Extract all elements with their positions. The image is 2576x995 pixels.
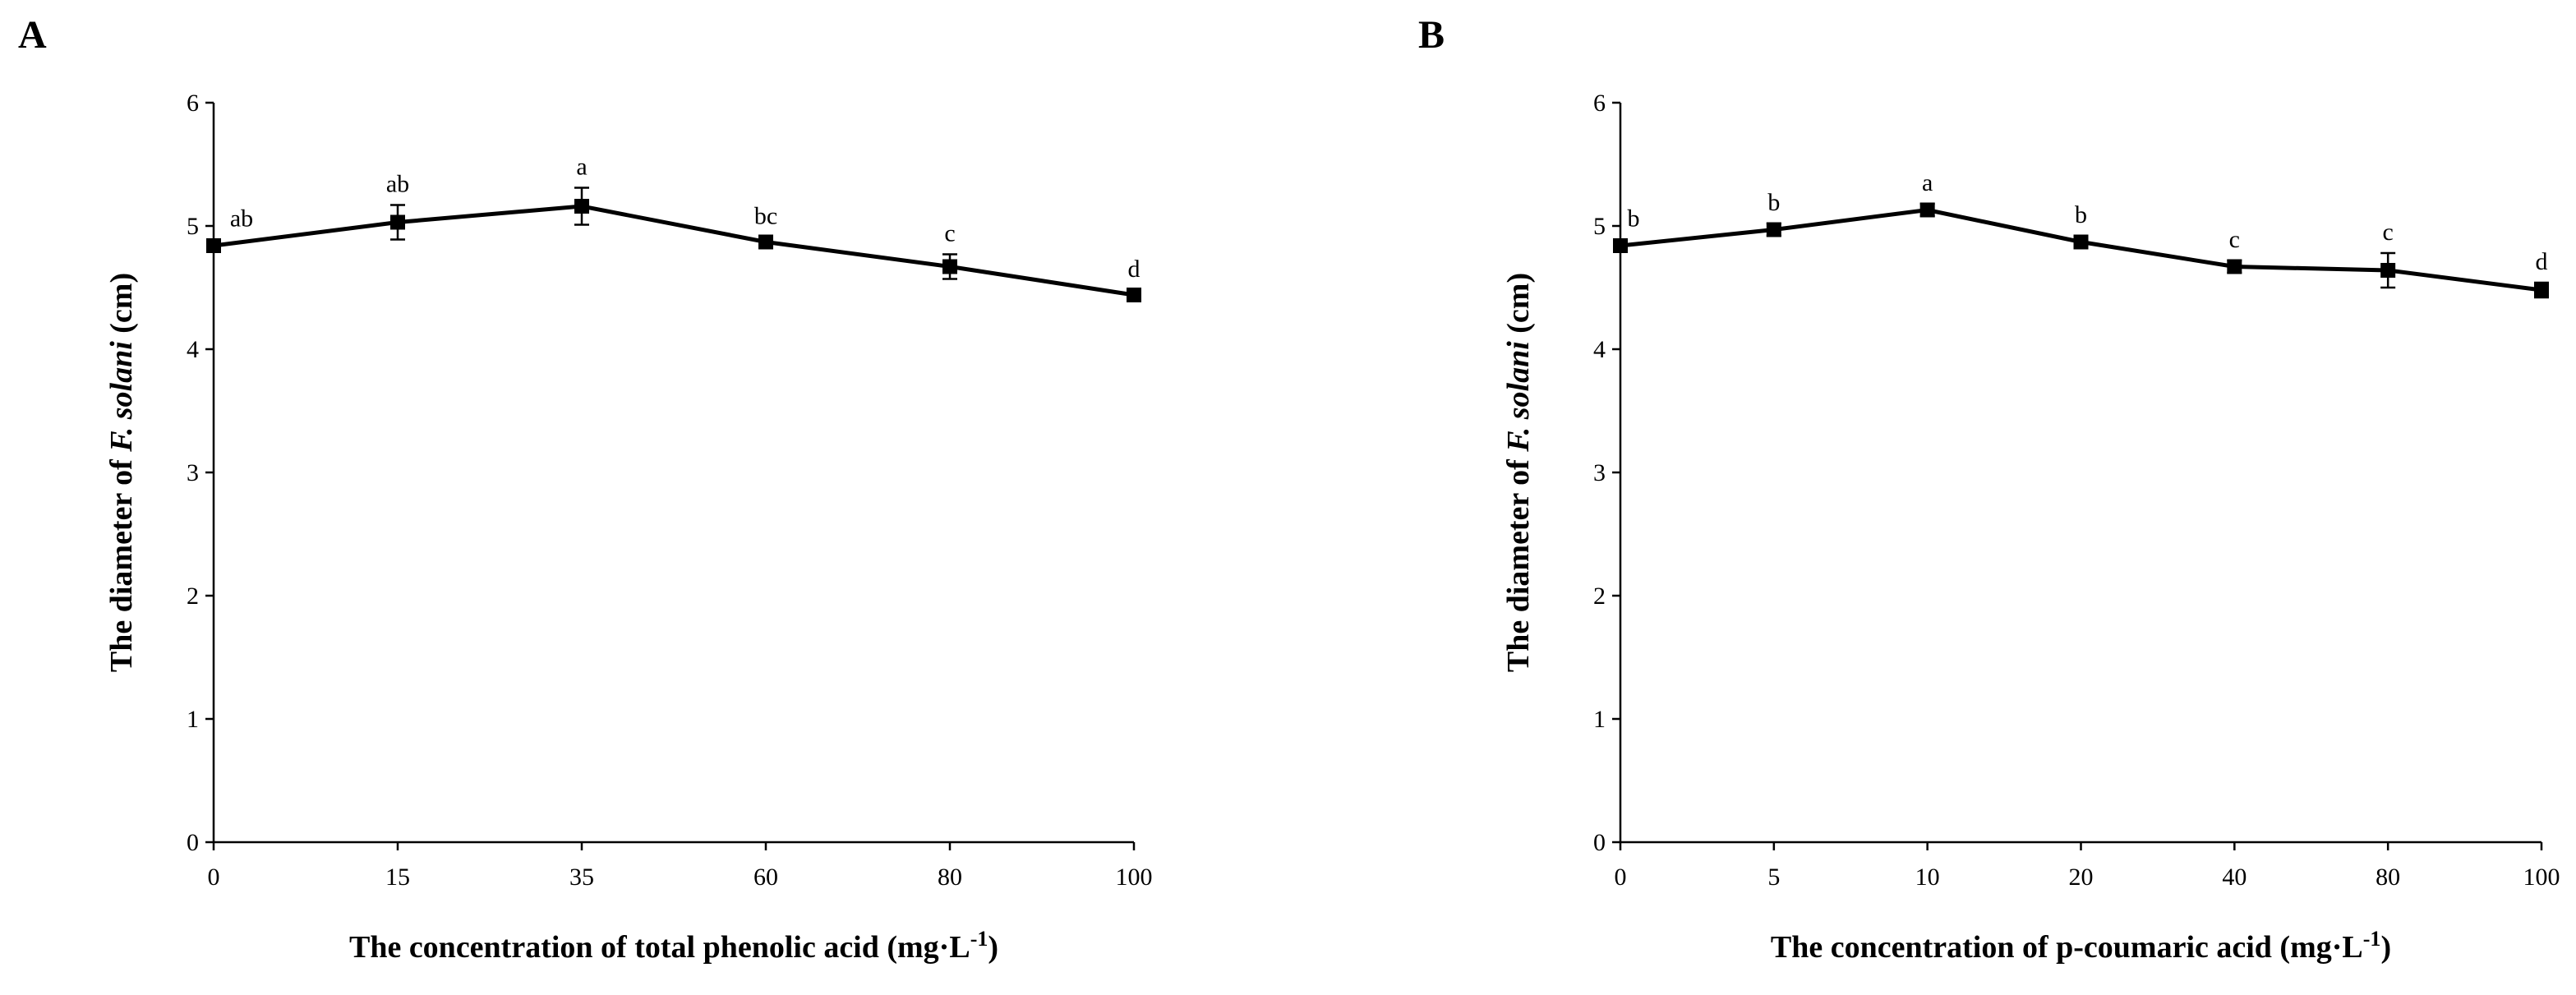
x-axis-title-b-close: ) [2380,930,2391,965]
data-point-b-6 [2534,283,2549,297]
y-tick-label-b-3: 3 [1593,459,1606,486]
x-axis-title-a-close: ) [988,930,998,965]
significance-label-b-6: d [2536,248,2548,275]
data-point-a-5 [1127,288,1141,302]
x-axis-title-b-main: The concentration of p-coumaric acid (mg… [1771,930,2363,965]
y-tick-label-b-1: 1 [1593,706,1606,733]
significance-label-a-3: bc [754,203,777,230]
x-axis-title-a: The concentration of total phenolic acid… [349,927,998,965]
significance-label-b-2: a [1922,169,1933,196]
y-tick-label-b-4: 4 [1593,336,1606,363]
significance-label-a-1: ab [386,171,409,198]
data-point-a-4 [942,259,957,274]
significance-label-a-2: a [576,154,587,181]
series-a: ab ab a bc c d [206,154,1141,302]
series-line-a [213,204,1135,297]
y-tick-label-a-1: 1 [187,706,199,733]
x-tick-label-b-6: 100 [2523,864,2560,891]
y-axis-title-a-pre: The diameter of [104,452,139,672]
x-tick-label-b-4: 40 [2222,864,2247,891]
chart-panel-b: B 0 1 2 3 4 5 6 0 5 10 20 40 80 100 b b a b c c d The diame… [1418,13,2560,965]
y-axis-title-b-post: (cm) [1501,273,1536,341]
x-axis-title-a-main: The concentration of total phenolic acid… [349,930,970,965]
y-tick-label-a-0: 0 [187,829,199,856]
y-axis-title-b: The diameter of F. solani (cm) [1501,273,1536,672]
y-tick-label-a-6: 6 [187,90,199,117]
significance-label-a-5: d [1128,256,1141,283]
y-axis-title-b-pre: The diameter of [1501,452,1536,672]
data-point-b-4 [2227,259,2242,274]
significance-label-b-1: b [1767,189,1780,216]
y-tick-label-a-5: 5 [187,213,199,240]
data-point-b-0 [1613,238,1628,253]
panel-label-b: B [1418,13,1445,57]
y-tick-label-b-2: 2 [1593,583,1606,610]
y-axis-title-a-italic: F. solani [104,341,139,453]
significance-label-b-0: b [1628,205,1640,233]
x-axis-title-a-sup: -1 [970,927,988,951]
x-axis-title-b: The concentration of p-coumaric acid (mg… [1771,927,2391,965]
y-axis-title-a-post: (cm) [104,273,139,341]
data-point-a-0 [206,238,221,253]
x-tick-label-a-0: 0 [208,864,220,891]
data-point-b-5 [2380,263,2396,278]
x-tick-label-a-2: 35 [569,864,594,891]
x-tick-label-b-2: 10 [1915,864,1940,891]
y-tick-label-a-4: 4 [187,336,199,363]
y-tick-label-a-3: 3 [187,459,199,486]
x-tick-label-a-1: 15 [385,864,410,891]
panel-label-a: A [18,13,47,57]
data-point-b-1 [1766,222,1781,237]
x-tick-label-a-4: 80 [938,864,962,891]
data-point-b-2 [1919,202,1935,218]
x-tick-label-a-5: 100 [1116,864,1153,891]
y-tick-label-a-2: 2 [187,583,199,610]
y-tick-label-b-6: 6 [1593,90,1606,117]
x-tick-label-a-3: 60 [753,864,778,891]
x-tick-label-b-3: 20 [2069,864,2094,891]
data-point-a-3 [758,234,773,250]
data-point-a-1 [390,214,405,230]
y-axis-title-a: The diameter of F. solani (cm) [104,273,139,672]
y-tick-label-b-0: 0 [1593,829,1606,856]
significance-label-b-3: b [2075,201,2087,228]
x-tick-label-b-0: 0 [1615,864,1627,891]
x-tick-label-b-1: 5 [1767,864,1780,891]
x-tick-label-b-5: 80 [2376,864,2400,891]
data-point-b-3 [2073,234,2089,250]
significance-label-a-4: c [944,220,955,247]
data-point-a-2 [574,199,589,214]
axes-b: 0 1 2 3 4 5 6 0 5 10 20 40 80 100 [1593,90,2560,891]
y-tick-label-b-5: 5 [1593,213,1606,240]
significance-label-b-5: c [2383,219,2394,246]
series-b: b b a b c c d [1613,169,2549,299]
significance-label-b-4: c [2229,226,2240,253]
significance-label-a-0: ab [230,205,253,233]
x-axis-title-b-sup: -1 [2363,927,2381,951]
y-axis-title-b-italic: F. solani [1501,341,1536,453]
